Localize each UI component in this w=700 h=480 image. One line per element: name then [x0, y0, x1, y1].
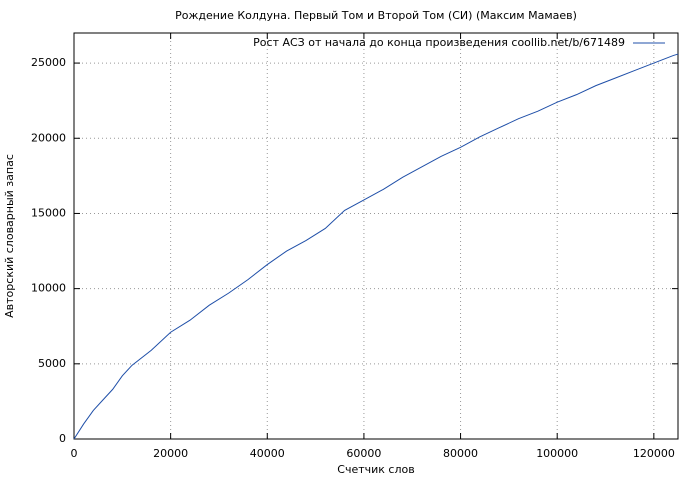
- y-tick-label: 25000: [31, 56, 66, 69]
- x-tick-label: 40000: [250, 447, 285, 460]
- chart-title: Рождение Колдуна. Первый Том и Второй То…: [175, 9, 577, 22]
- y-axis-label: Авторский словарный запас: [3, 154, 16, 318]
- x-tick-label: 120000: [633, 447, 675, 460]
- data-line: [73, 53, 679, 440]
- y-tick-label: 15000: [31, 206, 66, 219]
- plot-frame: [73, 32, 679, 440]
- x-tick-label: 20000: [153, 447, 188, 460]
- y-tick-label: 20000: [31, 131, 66, 144]
- x-tick-label: 60000: [346, 447, 381, 460]
- y-tick-label: 10000: [31, 282, 66, 295]
- x-tick-label: 80000: [443, 447, 478, 460]
- legend-label: Рост АСЗ от начала до конца произведения…: [253, 36, 625, 49]
- y-tick-label: 5000: [38, 357, 66, 370]
- x-tick-label: 0: [71, 447, 78, 460]
- x-tick-label: 100000: [536, 447, 578, 460]
- y-tick-label: 0: [59, 432, 66, 445]
- x-axis-label: Счетчик слов: [337, 463, 414, 476]
